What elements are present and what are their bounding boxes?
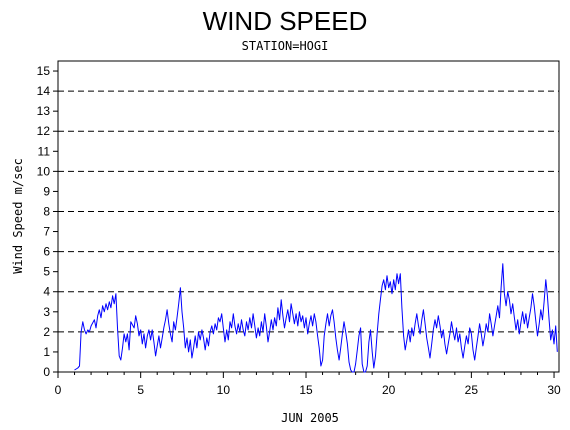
- y-tick-label-13: 13: [37, 104, 51, 118]
- x-tick-label-20: 20: [382, 383, 396, 397]
- y-tick-label-0: 0: [43, 365, 50, 379]
- y-tick-label-2: 2: [43, 325, 50, 339]
- y-tick-label-14: 14: [37, 84, 51, 98]
- grid-lines: [58, 90, 559, 333]
- plot-frame: [57, 60, 560, 373]
- x-axis-label: JUN 2005: [281, 411, 339, 425]
- x-axis: 0 5 10 15 20 25 30: [55, 372, 561, 397]
- series-line-0: [74, 263, 558, 373]
- x-tick-label-10: 10: [217, 383, 231, 397]
- series-layer: [74, 263, 558, 373]
- y-tick-label-15: 15: [37, 64, 51, 78]
- x-tick-label-15: 15: [299, 383, 313, 397]
- y-tick-label-8: 8: [43, 204, 50, 218]
- chart-subtitle: STATION=HOGI: [242, 39, 329, 53]
- y-tick-label-5: 5: [43, 265, 50, 279]
- y-tick-label-3: 3: [43, 305, 50, 319]
- x-tick-label-5: 5: [137, 383, 144, 397]
- chart-title: WIND SPEED: [203, 6, 368, 36]
- y-tick-label-4: 4: [43, 285, 50, 299]
- y-tick-label-12: 12: [37, 124, 51, 138]
- x-tick-label-25: 25: [465, 383, 479, 397]
- y-tick-label-11: 11: [38, 144, 51, 158]
- x-tick-label-30: 30: [547, 383, 561, 397]
- y-tick-label-9: 9: [43, 184, 50, 198]
- y-tick-label-10: 10: [37, 164, 51, 178]
- y-axis-label: Wind Speed m/sec: [11, 158, 25, 274]
- x-tick-label-0: 0: [55, 383, 62, 397]
- y-tick-label-6: 6: [43, 245, 50, 259]
- y-tick-label-1: 1: [43, 345, 50, 359]
- y-tick-label-7: 7: [43, 225, 50, 239]
